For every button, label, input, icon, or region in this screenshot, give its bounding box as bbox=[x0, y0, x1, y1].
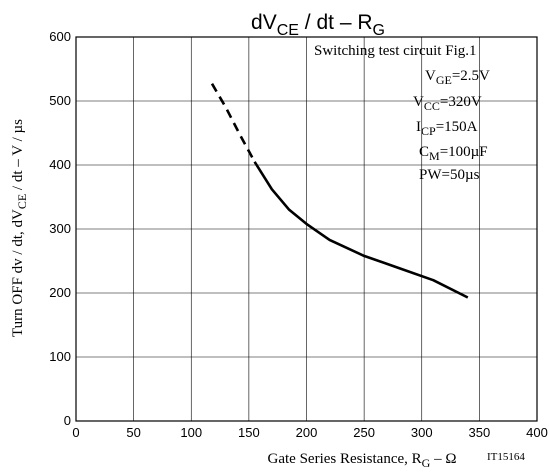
x-tick-label: 200 bbox=[296, 425, 318, 440]
y-axis-label: Turn OFF dv / dt, dVCE / dt – V / µs bbox=[10, 119, 29, 337]
x-tick-label: 50 bbox=[126, 425, 140, 440]
x-tick-label: 400 bbox=[526, 425, 548, 440]
condition-line: CM=100µF bbox=[419, 144, 488, 163]
x-tick-label: 300 bbox=[411, 425, 433, 440]
condition-line: PW=50µs bbox=[419, 167, 480, 183]
grid bbox=[75, 36, 538, 422]
x-axis-label: Gate Series Resistance, RG – Ω bbox=[268, 451, 457, 470]
condition-line: VCC=320V bbox=[413, 94, 482, 113]
y-tick-label: 300 bbox=[49, 221, 71, 236]
y-tick-label: 600 bbox=[49, 29, 71, 44]
condition-line: Switching test circuit Fig.1 bbox=[314, 43, 477, 59]
x-tick-label: 100 bbox=[180, 425, 202, 440]
series-line-solid bbox=[253, 161, 469, 299]
y-tick-label: 500 bbox=[49, 93, 71, 108]
series-line-dashed bbox=[210, 83, 256, 163]
chart-title: dVCE / dt – RG bbox=[251, 11, 385, 39]
y-tick-label: 200 bbox=[49, 285, 71, 300]
condition-line: VGE=2.5V bbox=[425, 68, 490, 87]
x-tick-labels: 0 50 100 150 200 250 300 350 400 bbox=[72, 425, 547, 440]
series bbox=[210, 83, 469, 299]
plot-frame bbox=[75, 36, 538, 422]
x-tick-label: 150 bbox=[238, 425, 260, 440]
figure-code: IT15164 bbox=[487, 451, 525, 463]
test-conditions: Switching test circuit Fig.1 VGE=2.5V VCC=… bbox=[314, 43, 490, 183]
y-tick-label: 0 bbox=[64, 413, 71, 428]
y-tick-label: 400 bbox=[49, 157, 71, 172]
y-tick-labels: 0 100 200 300 400 500 600 bbox=[49, 29, 71, 428]
x-tick-label: 350 bbox=[469, 425, 491, 440]
x-tick-label: 0 bbox=[72, 425, 79, 440]
x-tick-label: 250 bbox=[353, 425, 375, 440]
condition-line: ICP=150A bbox=[416, 119, 478, 138]
y-tick-label: 100 bbox=[49, 349, 71, 364]
